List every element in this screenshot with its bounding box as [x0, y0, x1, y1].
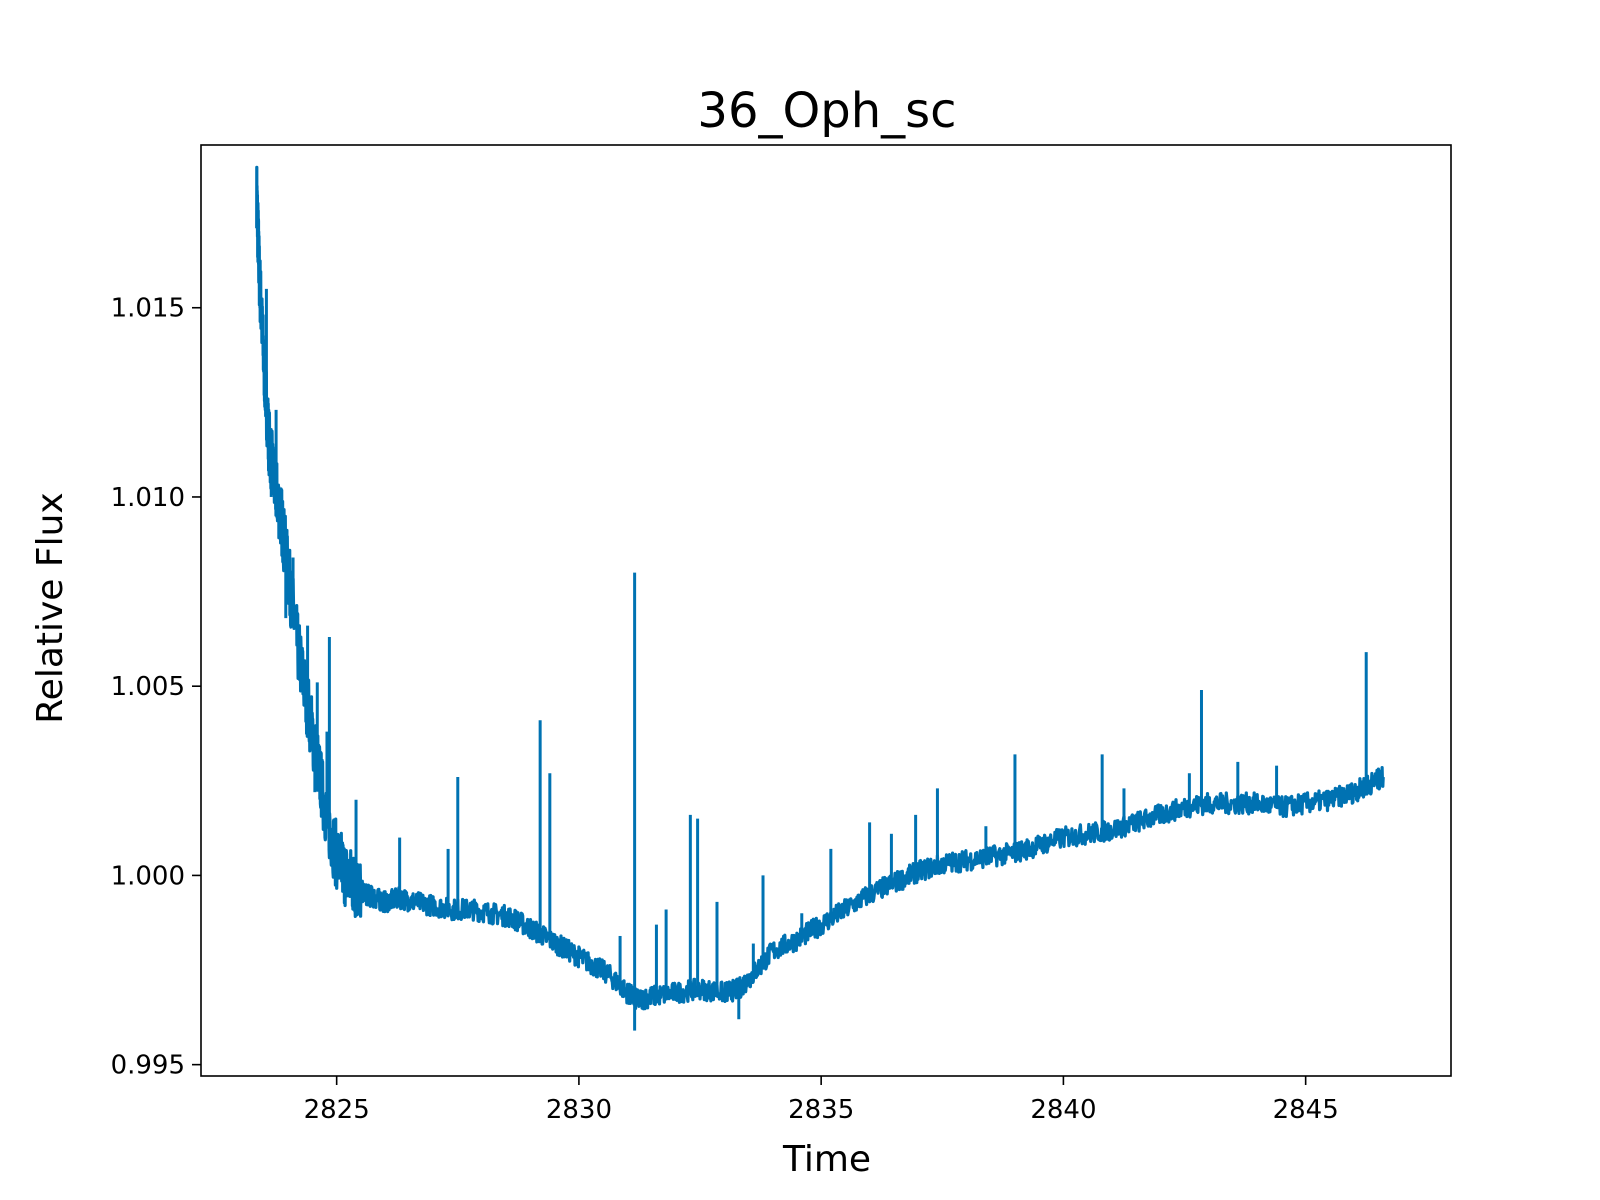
y-axis: 0.995 1.000 1.005 1.010 1.015	[111, 294, 201, 1081]
x-tick-label: 2835	[788, 1095, 854, 1125]
y-tick-label: 1.015	[111, 294, 185, 324]
flux-series-line	[255, 165, 1385, 1011]
y-axis-label: Relative Flux	[30, 492, 71, 723]
x-tick-label: 2830	[546, 1095, 612, 1125]
plot-area	[255, 165, 1385, 1031]
x-tick-label: 2845	[1273, 1095, 1339, 1125]
y-tick-label: 0.995	[111, 1051, 185, 1081]
plot-frame	[200, 144, 1452, 1077]
x-tick-label: 2825	[304, 1095, 370, 1125]
x-tick-label: 2840	[1030, 1095, 1096, 1125]
y-tick-label: 1.000	[111, 861, 185, 891]
x-axis-label: Time	[782, 1139, 871, 1180]
x-axis: 2825 2830 2835 2840 2845	[304, 1076, 1339, 1125]
y-tick-label: 1.010	[111, 483, 185, 513]
chart-title: 36_Oph_sc	[697, 83, 956, 139]
y-tick-label: 1.005	[111, 672, 185, 702]
